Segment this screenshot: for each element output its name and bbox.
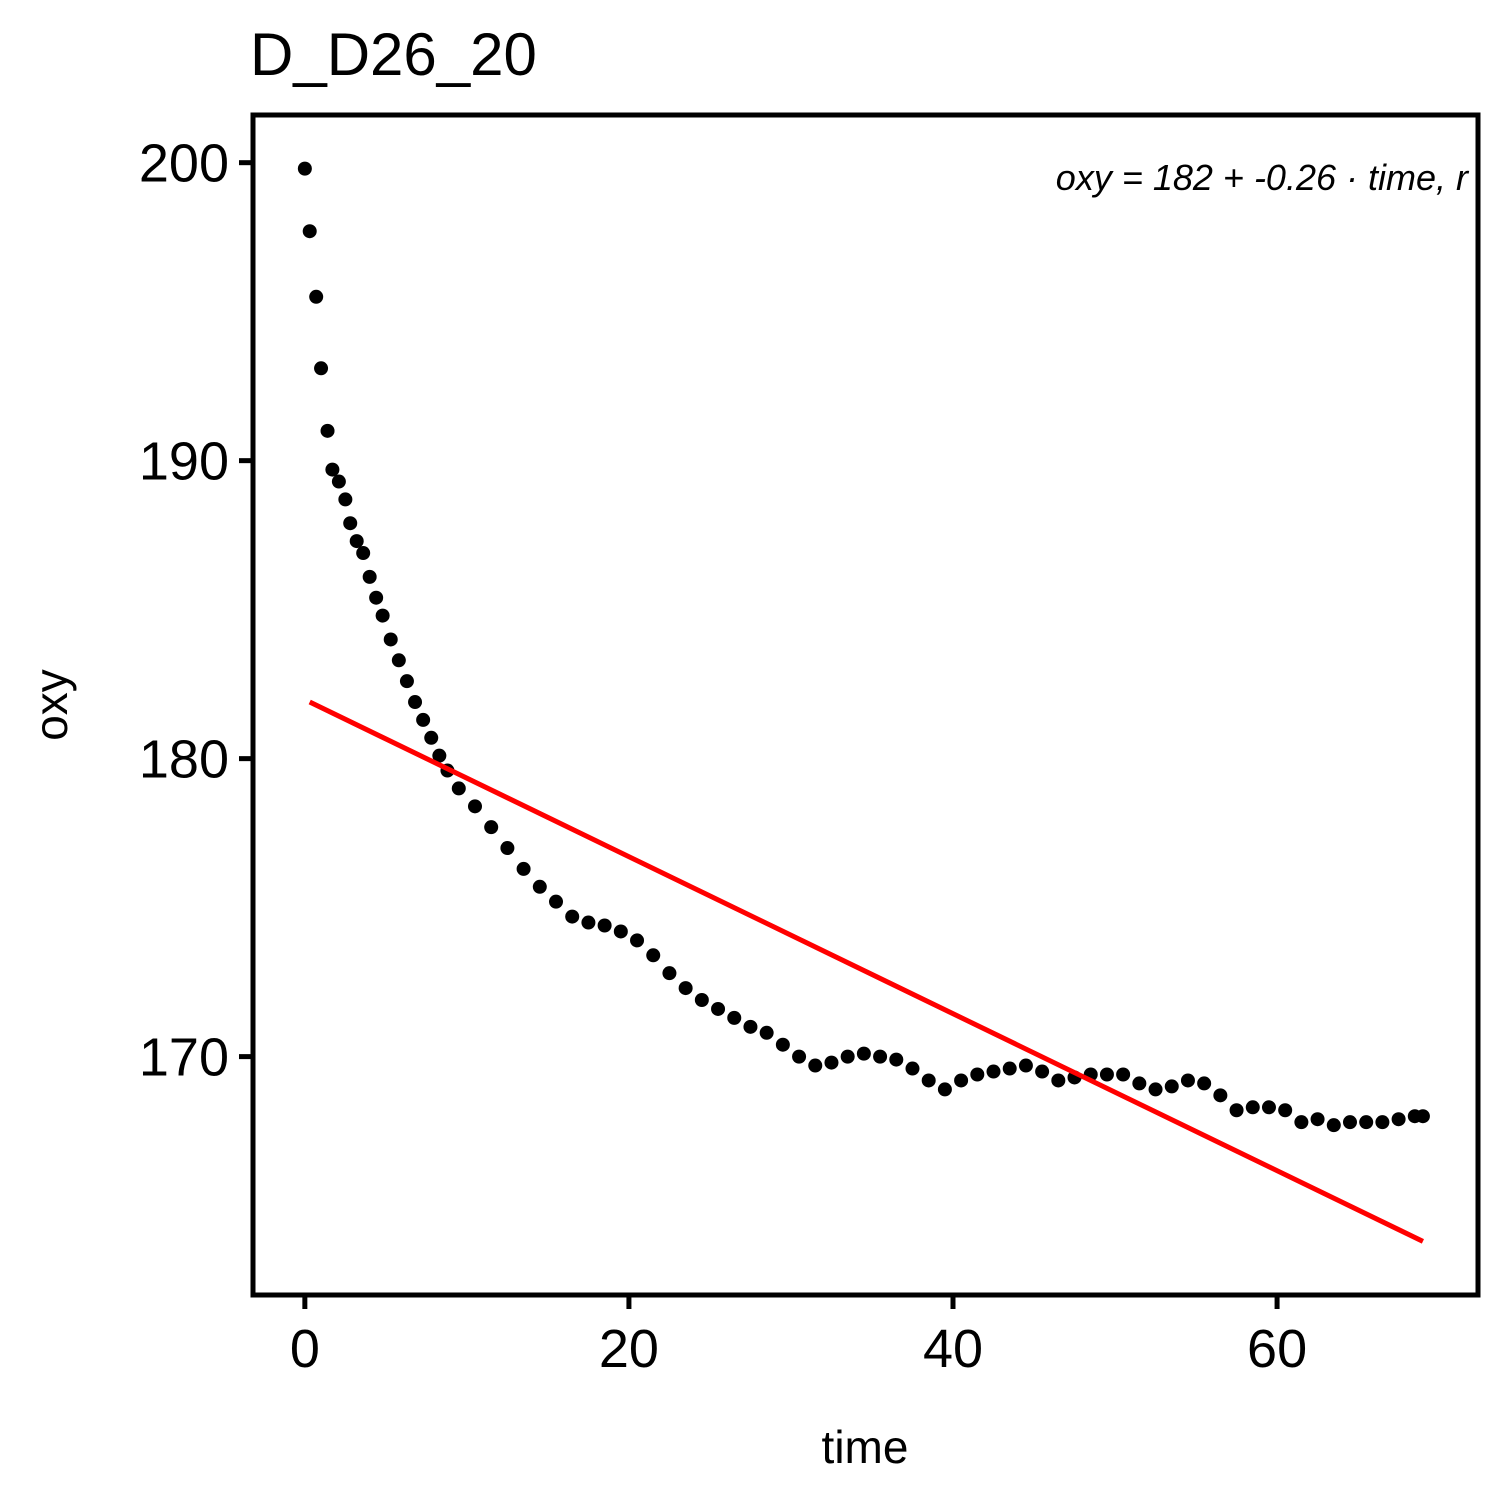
y-axis-label: oxy [25, 669, 77, 741]
data-point [408, 695, 423, 710]
data-point [565, 909, 580, 924]
data-point [343, 516, 358, 531]
data-point [759, 1025, 774, 1040]
data-point [597, 918, 612, 933]
plot-area [297, 161, 1430, 1244]
data-point [1261, 1100, 1276, 1115]
data-point [1116, 1067, 1131, 1082]
x-tick-label: 20 [599, 1319, 659, 1379]
x-tick-label: 40 [923, 1319, 983, 1379]
data-point [873, 1049, 888, 1064]
data-point [662, 966, 677, 981]
data-point [1035, 1064, 1050, 1079]
data-point [1391, 1112, 1406, 1127]
data-point [532, 879, 547, 894]
data-point [856, 1046, 871, 1061]
data-point [840, 1049, 855, 1064]
data-point [416, 712, 431, 727]
data-point [1415, 1109, 1430, 1124]
data-point [338, 492, 353, 507]
data-point [383, 632, 398, 647]
data-point [424, 730, 439, 745]
data-point [678, 981, 693, 996]
data-point [325, 462, 340, 477]
data-point [356, 546, 371, 561]
data-point [1342, 1115, 1357, 1130]
data-point [451, 781, 466, 796]
data-point [331, 474, 346, 489]
data-point [824, 1055, 839, 1070]
data-point [954, 1073, 969, 1088]
y-tick-label: 190 [139, 432, 229, 492]
data-point [1213, 1088, 1228, 1103]
data-point [986, 1064, 1001, 1079]
x-tick-label: 0 [290, 1319, 320, 1379]
data-point [1245, 1100, 1260, 1115]
data-point [1132, 1076, 1147, 1091]
data-point [369, 590, 384, 605]
y-tick-label: 200 [139, 134, 229, 194]
data-point [375, 608, 390, 623]
data-point [727, 1010, 742, 1025]
data-point [1002, 1061, 1017, 1076]
annotation: oxy = 182 + -0.26 · time, r [1056, 157, 1470, 198]
data-point [1197, 1076, 1212, 1091]
data-point [581, 915, 596, 930]
data-point [1018, 1058, 1033, 1073]
data-point [399, 674, 414, 689]
data-point [549, 894, 564, 909]
data-point [302, 224, 317, 239]
data-point [1375, 1115, 1390, 1130]
data-point [970, 1067, 985, 1082]
data-point [937, 1082, 952, 1097]
data-point [711, 1001, 726, 1016]
data-point [1359, 1115, 1374, 1130]
data-point [1051, 1073, 1066, 1088]
data-point [349, 534, 364, 549]
data-point [467, 799, 482, 814]
data-point [1164, 1079, 1179, 1094]
data-point [1148, 1082, 1163, 1097]
data-point [808, 1058, 823, 1073]
data-point [1310, 1112, 1325, 1127]
data-point [500, 841, 515, 856]
data-point [516, 861, 531, 876]
data-point [613, 924, 628, 939]
data-point [362, 569, 377, 584]
x-tick-label: 60 [1247, 1319, 1307, 1379]
fit-line [308, 699, 1424, 1244]
chart-title: D_D26_20 [250, 21, 537, 88]
data-point [484, 820, 499, 835]
data-point [391, 653, 406, 668]
data-point [646, 948, 661, 963]
data-point [1099, 1067, 1114, 1082]
data-point [775, 1037, 790, 1052]
data-point [743, 1019, 758, 1034]
data-point [630, 933, 645, 948]
x-axis-label: time [822, 1421, 909, 1473]
data-point [1278, 1103, 1293, 1118]
data-point [1294, 1115, 1309, 1130]
data-point [905, 1061, 920, 1076]
data-point [320, 423, 335, 438]
panel-border [250, 112, 1481, 1298]
data-point [889, 1052, 904, 1067]
data-point [1326, 1118, 1341, 1133]
data-point [309, 289, 324, 304]
data-point [314, 361, 329, 376]
data-point [1229, 1103, 1244, 1118]
y-tick-label: 170 [139, 1028, 229, 1088]
data-point [921, 1073, 936, 1088]
data-point [694, 993, 709, 1007]
data-point [792, 1049, 807, 1064]
data-point [1180, 1073, 1195, 1088]
y-tick-label: 180 [139, 730, 229, 790]
data-point [297, 161, 312, 176]
data-point [432, 748, 447, 763]
